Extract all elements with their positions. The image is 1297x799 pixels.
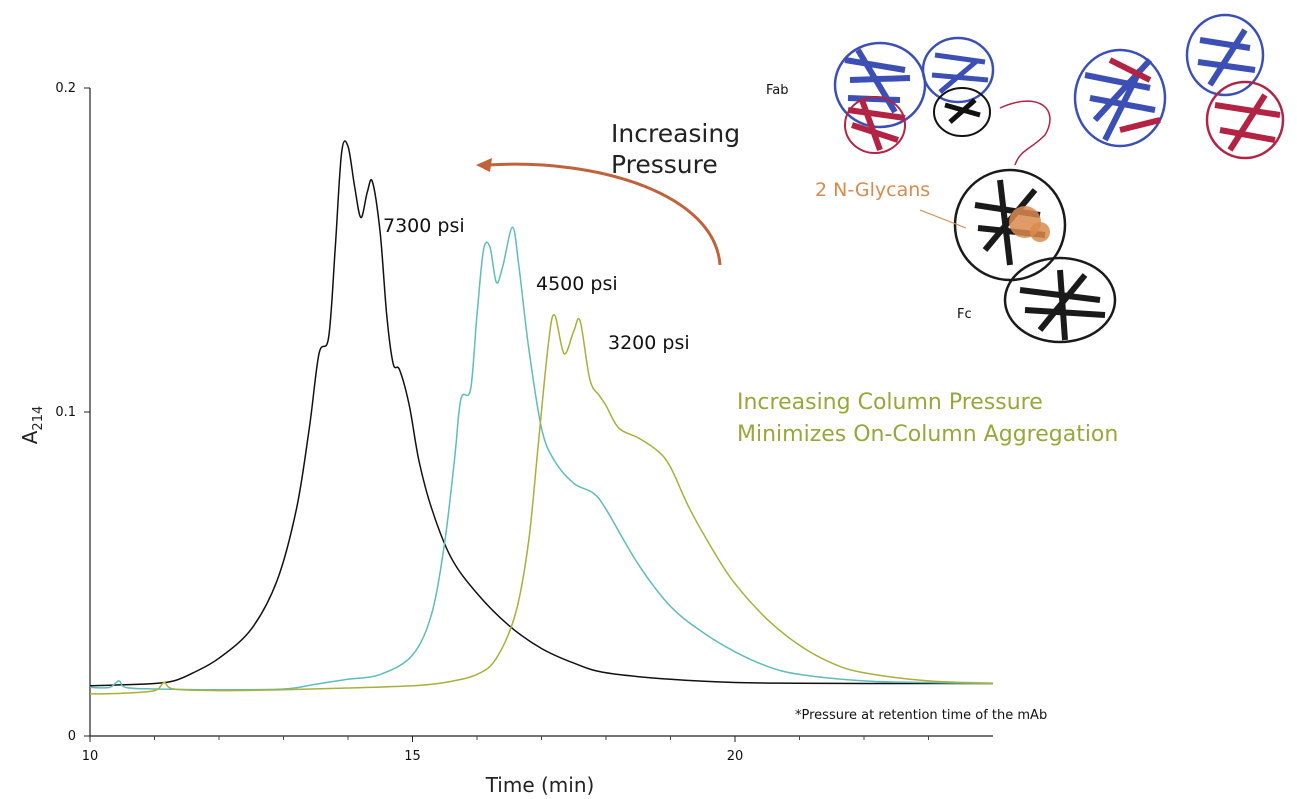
series-group	[89, 140, 994, 695]
fc-label: Fc	[957, 307, 972, 322]
glycans-label: 2 N-Glycans	[815, 179, 930, 201]
fc-domain	[953, 168, 1117, 344]
aggregation-line2: Minimizes On-Column Aggregation	[737, 422, 1118, 447]
label-3200-psi: 3200 psi	[608, 332, 690, 354]
series-line-3200-psi	[89, 314, 994, 695]
antibody-structure-illustration: Fab Fc 2 N-Glycans	[766, 13, 1285, 344]
fab-label: Fab	[766, 83, 789, 98]
pressure-arrow-head	[476, 158, 492, 172]
label-4500-psi: 4500 psi	[536, 273, 618, 295]
tick-group: 10 15 20 0 0.1 0.2	[55, 81, 929, 764]
footnote: *Pressure at retention time of the mAb	[795, 708, 1047, 723]
y-tick-label: 0.1	[55, 405, 76, 420]
increasing-pressure-line1: Increasing	[611, 119, 740, 148]
x-tick-label: 10	[82, 749, 99, 764]
y-axis-title-main: A	[18, 430, 42, 444]
x-axis-title: Time (min)	[485, 773, 595, 797]
aggregation-line1: Increasing Column Pressure	[737, 390, 1043, 415]
increasing-pressure-line2: Pressure	[611, 150, 718, 179]
pressure-arrow	[487, 162, 722, 266]
y-tick-label: 0.2	[55, 81, 76, 96]
series-line-7300-psi	[89, 140, 993, 687]
x-tick-label: 20	[727, 749, 744, 764]
glycans-pointer	[919, 209, 967, 229]
y-tick-label: 0	[68, 729, 76, 744]
fab-left-domain	[833, 36, 995, 154]
y-axis-title-sub: 214	[31, 406, 46, 431]
y-axis-title: A214	[18, 406, 46, 445]
series-line-4500-psi	[89, 226, 994, 691]
fab-right-domain	[1073, 13, 1285, 160]
x-tick-label: 15	[404, 749, 421, 764]
hinge-link	[999, 100, 1051, 166]
label-7300-psi: 7300 psi	[383, 215, 465, 237]
